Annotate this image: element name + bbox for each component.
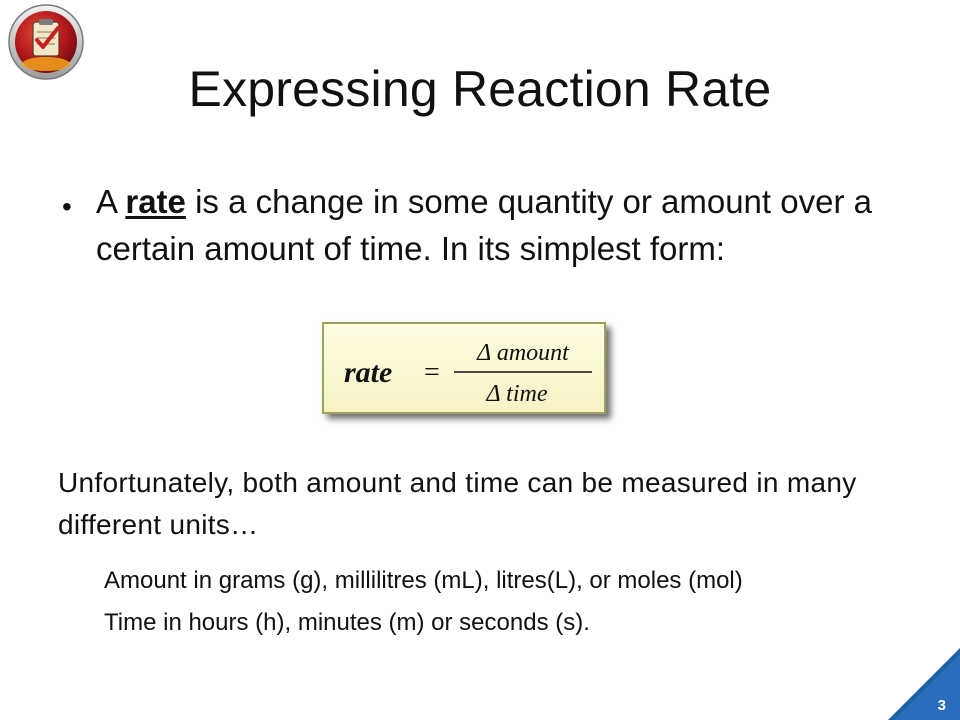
bullet-prefix: A: [96, 183, 126, 220]
amount-units-line: Amount in grams (g), millilitres (mL), l…: [104, 567, 743, 594]
formula-numerator: Δ amount: [476, 340, 570, 366]
rate-formula: rate = Δ amount Δ time: [344, 340, 592, 407]
bullet-text: A rate is a change in some quantity or a…: [96, 178, 916, 272]
formula-box: rate = Δ amount Δ time: [322, 322, 606, 414]
checklist-clipboard-icon: [8, 4, 84, 80]
formula-lhs: rate: [344, 356, 392, 389]
bullet-suffix: is a change in some quantity or amount o…: [96, 183, 872, 267]
page-title: Expressing Reaction Rate: [188, 61, 772, 117]
rate-keyword: rate: [125, 183, 186, 220]
page-corner-icon: [888, 648, 960, 720]
formula-denominator: Δ time: [486, 381, 548, 407]
page-number: 3: [937, 697, 946, 714]
units-paragraph: Unfortunately, both amount and time can …: [58, 467, 857, 540]
formula-equals: =: [424, 357, 440, 388]
time-units-line: Time in hours (h), minutes (m) or second…: [104, 609, 590, 636]
bullet-dot-icon: •: [62, 191, 72, 222]
